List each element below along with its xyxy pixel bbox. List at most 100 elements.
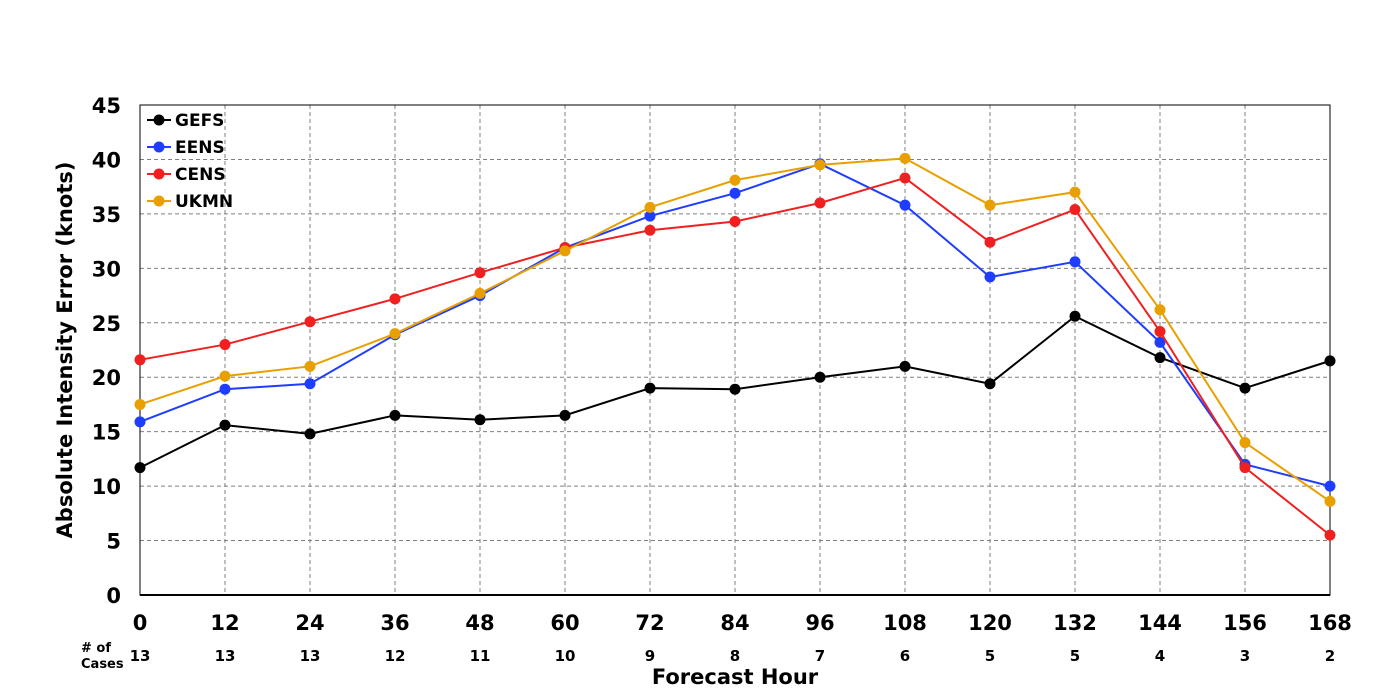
cases-count-label: 3 — [1240, 647, 1250, 665]
data-point-ukmn — [1324, 495, 1336, 507]
data-point-eens — [1154, 336, 1166, 348]
plot-area-border — [139, 104, 1331, 596]
x-tick-label: 36 — [380, 611, 409, 635]
y-tick-label: 10 — [92, 475, 121, 499]
data-point-gefs — [814, 371, 826, 383]
legend-marker-ukmn — [153, 195, 165, 207]
legend-label-ukmn: UKMN — [175, 192, 233, 212]
data-point-ukmn — [1069, 186, 1081, 198]
x-tick-label: 48 — [465, 611, 494, 635]
data-point-gefs — [1239, 382, 1251, 394]
x-tick-label: 144 — [1138, 611, 1182, 635]
data-point-ukmn — [984, 199, 996, 211]
cases-count-label: 8 — [730, 647, 740, 665]
x-tick-label: 24 — [295, 611, 324, 635]
data-point-eens — [729, 187, 741, 199]
data-point-gefs — [219, 419, 231, 431]
data-point-gefs — [984, 378, 996, 390]
x-tick-label: 168 — [1308, 611, 1352, 635]
data-point-cens — [814, 197, 826, 209]
cases-count-label: 12 — [385, 647, 406, 665]
x-tick-labels: 0 12 24 36 48 60 72 84 96 108 120 132 144 156 168 — [133, 611, 1352, 635]
data-point-gefs — [134, 462, 146, 474]
data-point-eens — [1324, 480, 1336, 492]
data-point-cens — [134, 354, 146, 366]
cases-count-label: 10 — [555, 647, 576, 665]
data-point-cens — [1069, 204, 1081, 216]
data-point-eens — [134, 416, 146, 428]
x-tick-label: 120 — [968, 611, 1012, 635]
y-tick-label: 45 — [92, 94, 121, 118]
y-tick-label: 40 — [92, 148, 121, 172]
cases-count-label: 7 — [815, 647, 825, 665]
x-tick-label: 108 — [883, 611, 927, 635]
y-axis-title: Absolute Intensity Error (knots) — [53, 162, 77, 539]
data-point-gefs — [899, 360, 911, 372]
data-point-ukmn — [389, 328, 401, 340]
y-tick-label: 35 — [92, 203, 121, 227]
data-point-cens — [219, 339, 231, 351]
x-tick-label: 12 — [210, 611, 239, 635]
data-point-ukmn — [219, 370, 231, 382]
data-point-cens — [1324, 529, 1336, 541]
legend: GEFS EENS CENS UKMN — [147, 111, 233, 212]
data-point-ukmn — [814, 159, 826, 171]
cases-count-label: 6 — [900, 647, 910, 665]
data-point-gefs — [1069, 310, 1081, 322]
data-point-ukmn — [1239, 437, 1251, 449]
legend-label-eens: EENS — [175, 138, 225, 158]
data-point-gefs — [559, 409, 571, 421]
data-point-ukmn — [304, 360, 316, 372]
cases-count-label: 2 — [1325, 647, 1335, 665]
y-tick-labels: 0 5 10 15 20 25 30 35 40 45 — [92, 94, 121, 608]
x-tick-label: 0 — [133, 611, 148, 635]
x-tick-label: 60 — [550, 611, 579, 635]
data-point-cens — [474, 267, 486, 279]
data-point-gefs — [389, 409, 401, 421]
x-axis-title: Forecast Hour — [652, 665, 819, 689]
data-point-eens — [219, 383, 231, 395]
data-point-ukmn — [474, 287, 486, 299]
cases-count-label: 9 — [645, 647, 655, 665]
data-point-cens — [644, 224, 656, 236]
legend-marker-gefs — [153, 114, 165, 126]
data-point-cens — [984, 236, 996, 248]
data-point-ukmn — [644, 201, 656, 213]
data-point-cens — [899, 172, 911, 184]
data-point-gefs — [1324, 355, 1336, 367]
cases-count-label: 13 — [300, 647, 321, 665]
y-tick-label: 15 — [92, 421, 121, 445]
data-point-ukmn — [134, 398, 146, 410]
cases-count-label: 5 — [1070, 647, 1080, 665]
y-tick-label: 20 — [92, 366, 121, 390]
data-point-cens — [729, 216, 741, 228]
x-tick-label: 96 — [805, 611, 834, 635]
cases-count-label: 5 — [985, 647, 995, 665]
y-tick-label: 5 — [106, 530, 121, 554]
data-point-cens — [304, 316, 316, 328]
x-tick-label: 132 — [1053, 611, 1097, 635]
y-tick-label: 30 — [92, 257, 121, 281]
data-point-gefs — [644, 382, 656, 394]
x-tick-label: 72 — [635, 611, 664, 635]
y-tick-label: 0 — [106, 584, 121, 608]
data-point-eens — [644, 210, 656, 222]
data-point-eens — [304, 378, 316, 390]
data-point-gefs — [729, 383, 741, 395]
legend-label-cens: CENS — [175, 165, 226, 185]
data-point-eens — [984, 271, 996, 283]
data-point-ukmn — [559, 245, 571, 257]
data-point-ukmn — [899, 152, 911, 164]
cases-label-line2: Cases — [81, 657, 124, 672]
data-point-ukmn — [729, 174, 741, 186]
data-point-cens — [1239, 462, 1251, 474]
cases-count-label: 13 — [130, 647, 151, 665]
data-point-gefs — [304, 428, 316, 440]
legend-marker-eens — [153, 141, 165, 153]
data-point-eens — [899, 199, 911, 211]
data-point-cens — [1154, 325, 1166, 337]
cases-count-label: 13 — [215, 647, 236, 665]
data-point-cens — [389, 293, 401, 305]
legend-label-gefs: GEFS — [175, 111, 224, 131]
